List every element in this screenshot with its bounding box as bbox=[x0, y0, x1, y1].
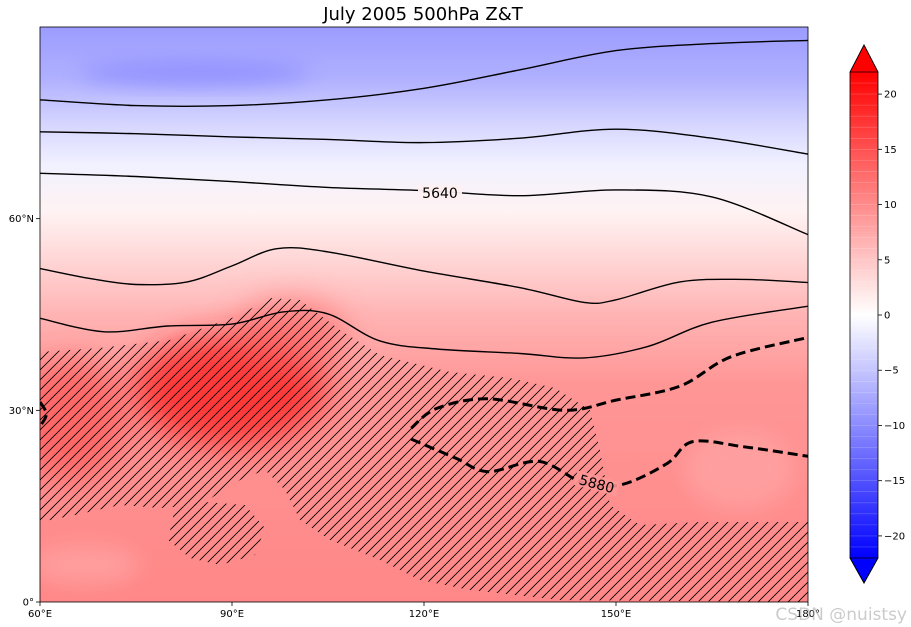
colorbar-tick-label: 0 bbox=[884, 311, 890, 322]
contour-label: 5640 bbox=[422, 186, 458, 202]
colorbar-band-lines bbox=[850, 82, 878, 548]
hatched-region-southwest bbox=[168, 502, 265, 565]
contour-line-5880-south bbox=[410, 437, 808, 488]
colorbar-tick-label: −10 bbox=[884, 421, 905, 432]
watermark: CSDN @nuistsy bbox=[775, 605, 907, 625]
colorbar-bar bbox=[850, 72, 878, 558]
x-tick-label: 90°E bbox=[220, 609, 244, 620]
colorbar-extend-bottom bbox=[849, 557, 879, 584]
x-tick-label: 60°E bbox=[28, 609, 52, 620]
x-tick-label: 150°E bbox=[601, 609, 631, 620]
colorbar-tick-label: −20 bbox=[884, 531, 905, 542]
colorbar-tick-label: 5 bbox=[884, 255, 890, 266]
contour-line-5 bbox=[40, 305, 808, 359]
colorbar-tick-label: −15 bbox=[884, 476, 905, 487]
colorbar-tick-label: −5 bbox=[884, 366, 899, 377]
colorbar-extend-top bbox=[849, 44, 879, 73]
y-tick-label: 0° bbox=[23, 598, 34, 609]
colorbar-outline bbox=[849, 44, 879, 584]
contour-line-4 bbox=[40, 247, 808, 305]
colorbar-tick-label: 15 bbox=[884, 145, 897, 156]
y-tick-label: 60°N bbox=[9, 214, 34, 225]
colorbar: −20 −15 −10 −5 0 5 10 15 20 bbox=[849, 44, 905, 584]
x-tick-label: 180° bbox=[796, 609, 820, 620]
chart-title: July 2005 500hPa Z&T bbox=[322, 4, 524, 25]
light-patch-blob bbox=[40, 545, 140, 585]
colorbar-tick-label: 10 bbox=[884, 200, 897, 211]
axis-ticks: 60°E 90°E 120°E 150°E 180° 0° 30°N 60°N bbox=[9, 214, 820, 620]
colorbar-tick-label: 20 bbox=[884, 90, 897, 101]
y-tick-label: 30°N bbox=[9, 406, 34, 417]
x-tick-label: 120°E bbox=[409, 609, 439, 620]
hatched-region-west bbox=[40, 298, 808, 602]
contour-label-background bbox=[418, 185, 462, 201]
contour-label-background bbox=[573, 470, 621, 497]
contour-line-2 bbox=[40, 128, 808, 155]
cold-core-blob bbox=[80, 61, 310, 85]
contour-line-5880-west bbox=[40, 401, 48, 428]
plot-area bbox=[40, 27, 808, 602]
colorbar-ticks: −20 −15 −10 −5 0 5 10 15 20 bbox=[878, 90, 905, 542]
contour-line-1 bbox=[40, 39, 808, 107]
contour-line-5880-north bbox=[410, 336, 808, 430]
